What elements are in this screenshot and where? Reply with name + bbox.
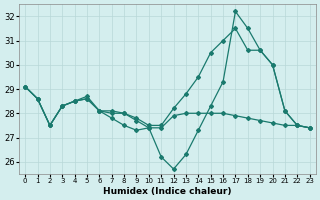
X-axis label: Humidex (Indice chaleur): Humidex (Indice chaleur)	[103, 187, 232, 196]
